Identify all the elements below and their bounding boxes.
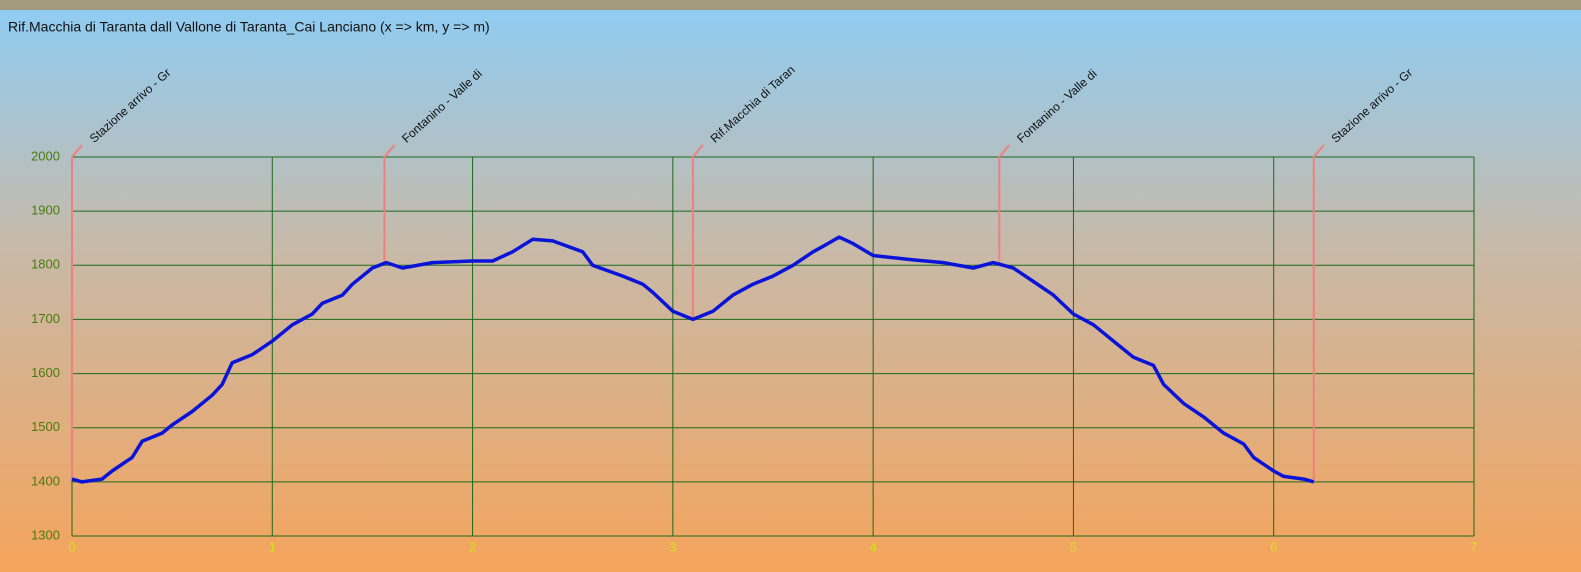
chart-title: Rif.Macchia di Taranta dall Vallone di T…: [8, 19, 490, 35]
x-tick-label: 4: [870, 539, 877, 554]
elevation-line: [71, 235, 1315, 484]
x-tick-label: 2: [469, 539, 476, 554]
x-tick-label: 5: [1070, 539, 1077, 554]
y-tick-label: 1600: [31, 365, 60, 380]
waypoint-marker: [383, 144, 396, 264]
y-tick-label: 1400: [31, 473, 60, 488]
map-strip: [0, 0, 1581, 10]
y-tick-label: 1900: [31, 203, 60, 218]
y-tick-label: 1800: [31, 257, 60, 272]
x-tick-label: 3: [669, 539, 676, 554]
waypoint-marker: [998, 144, 1011, 265]
waypoint-marker: [1312, 144, 1325, 482]
y-tick-label: 2000: [31, 148, 60, 163]
x-tick-label: 6: [1270, 539, 1277, 554]
y-tick-label: 1300: [31, 527, 60, 542]
waypoint-marker: [691, 144, 704, 320]
y-tick-label: 1500: [31, 419, 60, 434]
y-tick-label: 1700: [31, 311, 60, 326]
waypoint-marker: [71, 144, 83, 480]
x-tick-label: 7: [1470, 539, 1477, 554]
x-tick-label: 0: [68, 539, 75, 554]
x-tick-label: 1: [269, 539, 276, 554]
